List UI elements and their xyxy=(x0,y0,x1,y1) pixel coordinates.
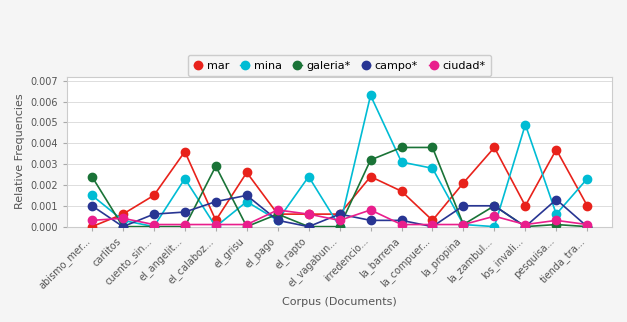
galeria* xyxy=(150,225,157,229)
galeria* xyxy=(584,225,591,229)
mar xyxy=(212,218,219,222)
mina xyxy=(552,212,560,216)
ciudad* xyxy=(398,223,405,226)
galeria* xyxy=(212,164,219,168)
mina xyxy=(212,225,219,229)
campo* xyxy=(150,212,157,216)
campo* xyxy=(398,218,405,222)
ciudad* xyxy=(119,216,127,220)
ciudad* xyxy=(150,223,157,226)
campo* xyxy=(119,225,127,229)
mina xyxy=(429,166,436,170)
mar xyxy=(305,212,312,216)
mina xyxy=(336,225,344,229)
ciudad* xyxy=(243,223,251,226)
mar xyxy=(367,175,374,179)
mina xyxy=(181,177,189,181)
mar xyxy=(552,147,560,151)
galeria* xyxy=(119,225,127,229)
ciudad* xyxy=(552,218,560,222)
galeria* xyxy=(274,212,282,216)
ciudad* xyxy=(274,208,282,212)
ciudad* xyxy=(490,214,498,218)
galeria* xyxy=(88,175,96,179)
campo* xyxy=(243,194,251,197)
galeria* xyxy=(336,225,344,229)
mar xyxy=(243,171,251,175)
galeria* xyxy=(305,225,312,229)
campo* xyxy=(88,204,96,208)
mar xyxy=(398,189,405,193)
campo* xyxy=(460,204,467,208)
galeria* xyxy=(522,225,529,229)
galeria* xyxy=(429,146,436,149)
galeria* xyxy=(460,223,467,226)
mar xyxy=(584,204,591,208)
ciudad* xyxy=(460,223,467,226)
campo* xyxy=(522,225,529,229)
mina xyxy=(88,194,96,197)
galeria* xyxy=(181,225,189,229)
campo* xyxy=(181,210,189,214)
campo* xyxy=(212,200,219,204)
galeria* xyxy=(367,158,374,162)
Line: mina: mina xyxy=(88,91,591,231)
campo* xyxy=(274,218,282,222)
ciudad* xyxy=(305,212,312,216)
Line: galeria*: galeria* xyxy=(88,143,591,231)
ciudad* xyxy=(88,218,96,222)
mar xyxy=(336,212,344,216)
mina xyxy=(522,123,529,127)
galeria* xyxy=(243,225,251,229)
mina xyxy=(119,218,127,222)
Line: campo*: campo* xyxy=(88,191,591,231)
mina xyxy=(584,177,591,181)
mar xyxy=(274,212,282,216)
campo* xyxy=(305,225,312,229)
mina xyxy=(243,200,251,204)
ciudad* xyxy=(367,208,374,212)
mina xyxy=(367,93,374,97)
Line: mar: mar xyxy=(88,143,591,231)
mina xyxy=(398,160,405,164)
mar xyxy=(490,146,498,149)
galeria* xyxy=(552,223,560,226)
mina xyxy=(460,223,467,226)
campo* xyxy=(584,225,591,229)
mina xyxy=(150,225,157,229)
campo* xyxy=(552,198,560,202)
campo* xyxy=(490,204,498,208)
Y-axis label: Relative Frequencies: Relative Frequencies xyxy=(15,94,25,209)
ciudad* xyxy=(429,223,436,226)
ciudad* xyxy=(336,218,344,222)
campo* xyxy=(367,218,374,222)
mar xyxy=(150,194,157,197)
X-axis label: Corpus (Documents): Corpus (Documents) xyxy=(282,297,397,307)
ciudad* xyxy=(522,223,529,226)
ciudad* xyxy=(212,223,219,226)
ciudad* xyxy=(181,223,189,226)
mar xyxy=(181,150,189,154)
mar xyxy=(522,204,529,208)
galeria* xyxy=(490,204,498,208)
mar xyxy=(119,212,127,216)
mar xyxy=(460,181,467,185)
mar xyxy=(88,225,96,229)
campo* xyxy=(336,212,344,216)
campo* xyxy=(429,225,436,229)
galeria* xyxy=(398,146,405,149)
mina xyxy=(305,175,312,179)
Line: ciudad*: ciudad* xyxy=(88,206,591,229)
mina xyxy=(274,218,282,222)
Legend: mar, mina, galeria*, campo*, ciudad*: mar, mina, galeria*, campo*, ciudad* xyxy=(188,55,491,76)
mina xyxy=(490,225,498,229)
ciudad* xyxy=(584,223,591,226)
mar xyxy=(429,218,436,222)
